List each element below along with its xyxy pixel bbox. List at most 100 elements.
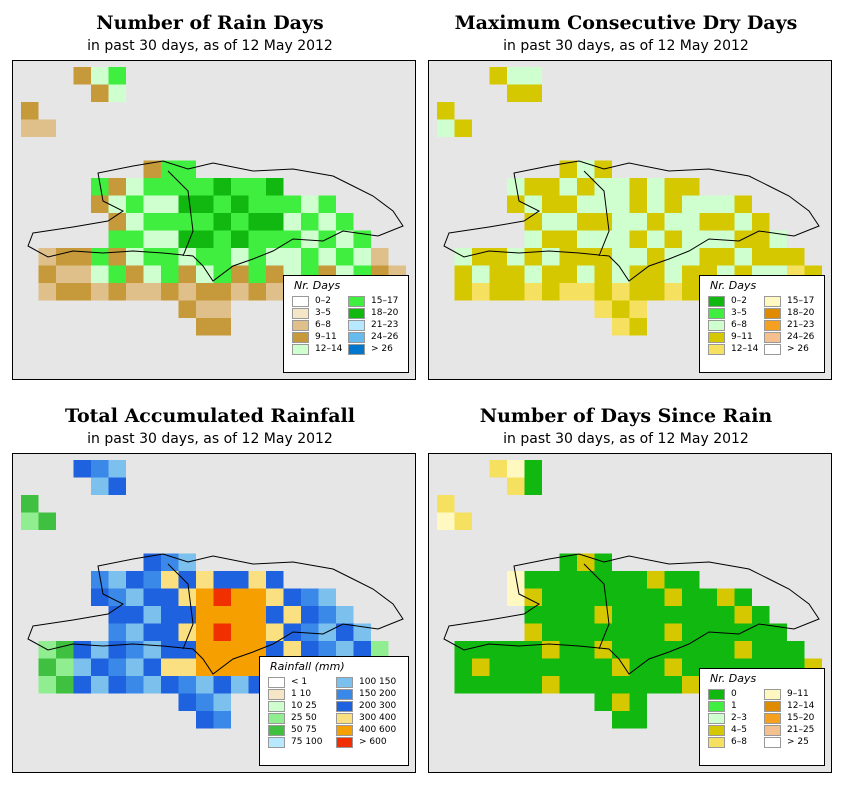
legend-swatch [708,713,725,724]
legend-label: 12–14 [315,344,343,354]
grid-cell [161,230,179,248]
grid-cell [91,84,109,102]
grid-cell [126,571,144,589]
grid-cell [542,230,560,248]
grid-cell [682,641,700,659]
legend-entry: 150 200 [336,689,396,700]
grid-cell [213,711,231,729]
legend-swatch [336,677,353,688]
grid-cell [734,641,752,659]
grid-cell [612,641,630,659]
legend-swatch [764,332,781,343]
grid-cell [577,178,595,196]
legend-swatch [764,344,781,355]
grid-cell [507,195,525,213]
grid-cell [126,658,144,676]
grid-cell [612,571,630,589]
grid-cell [524,230,542,248]
grid-cell [248,623,266,641]
rainfall-map [21,460,406,729]
grid-cell [717,195,735,213]
grid-cell [507,283,525,301]
grid-cell [231,571,249,589]
grid-cell [301,213,319,231]
grid-cell [629,248,647,266]
grid-cell [196,588,214,606]
legend-entry: 9–11 [292,332,337,343]
grid-cell [629,571,647,589]
grid-cell [231,641,249,659]
grid-cell [454,283,472,301]
grid-cell [437,512,455,530]
grid-cell [336,623,354,641]
grid-cell [559,230,577,248]
grid-cell [612,265,630,283]
grid-cell [472,265,490,283]
grid-cell [682,606,700,624]
grid-cell [489,641,507,659]
grid-cell [472,676,490,694]
grid-cell [664,641,682,659]
grid-cell [629,588,647,606]
legend-label: 6–8 [731,737,747,747]
legend-label: 15–17 [787,296,815,306]
grid-cell [717,230,735,248]
map-frame: Rainfall (mm) < 1 1 10 10 25 25 50 50 75 75 1… [12,453,416,773]
grid-cell [126,213,144,231]
grid-cell [301,230,319,248]
grid-cell [126,283,144,301]
legend-entry: > 26 [764,344,809,355]
grid-cell [283,606,301,624]
grid-cell [577,265,595,283]
grid-cell [108,623,126,641]
grid-cell [108,213,126,231]
grid-cell [752,230,770,248]
grid-cell [787,641,805,659]
grid-cell [266,623,284,641]
panel-subtitle: in past 30 days, as of 12 May 2012 [87,431,333,447]
grid-cell [301,248,319,266]
grid-cell [542,588,560,606]
grid-cell [196,693,214,711]
grid-cell [629,318,647,336]
grid-cell [577,588,595,606]
legend-entry: 50 75 [268,725,317,736]
grid-cell [161,283,179,301]
grid-cell [682,213,700,231]
grid-cell [143,676,161,694]
grid-cell [454,119,472,137]
grid-cell [126,178,144,196]
grid-cell [108,84,126,102]
legend-title: Rainfall (mm) [270,660,345,673]
grid-cell [594,178,612,196]
grid-cell [734,248,752,266]
legend-label: 12–14 [731,344,759,354]
grid-cell [629,711,647,729]
grid-cell [353,641,371,659]
grid-cell [524,460,542,478]
grid-cell [301,195,319,213]
grid-cell [594,248,612,266]
grid-cell [542,623,560,641]
grid-cell [647,623,665,641]
grid-cell [161,265,179,283]
grid-cell [559,283,577,301]
legend-label: 0 [731,689,737,699]
grid-cell [612,588,630,606]
grid-cell [507,641,525,659]
grid-cell [283,195,301,213]
grid-cell [629,195,647,213]
grid-cell [231,588,249,606]
legend-swatch [292,320,309,331]
grid-cell [559,248,577,266]
grid-cell [612,178,630,196]
legend-label: > 25 [787,737,809,747]
grid-cell [682,283,700,301]
legend-label: 15–17 [371,296,399,306]
grid-cell [594,693,612,711]
grid-cell [178,300,196,318]
grid-cell [507,67,525,85]
grid-cell [664,230,682,248]
grid-cell [577,641,595,659]
grid-cell [336,230,354,248]
